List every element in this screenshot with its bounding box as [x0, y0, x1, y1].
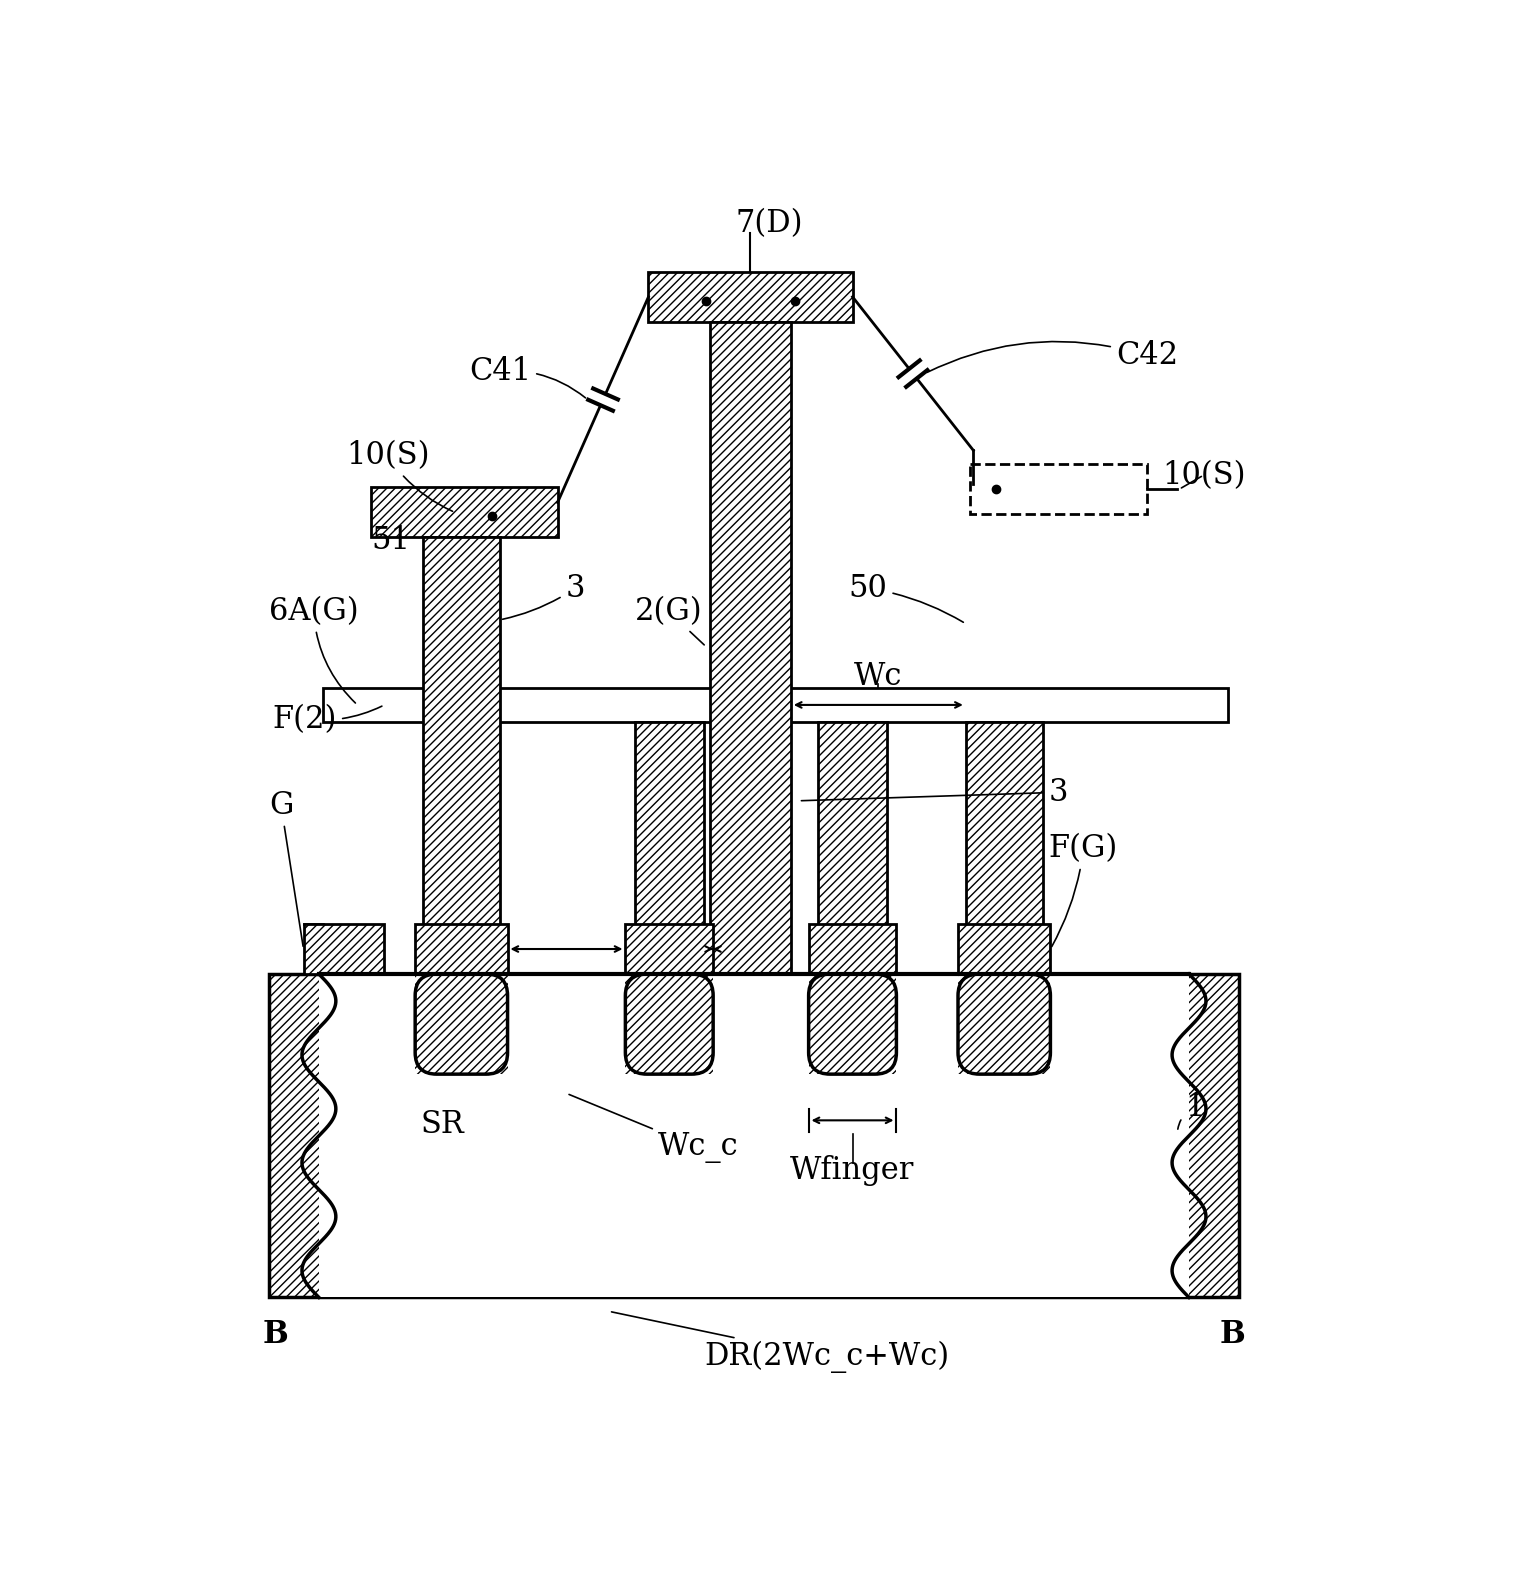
- Bar: [648, 272, 852, 322]
- Text: DR(2Wc_c+Wc): DR(2Wc_c+Wc): [611, 1313, 949, 1374]
- Bar: [958, 924, 1050, 975]
- Text: 7(D): 7(D): [735, 208, 803, 239]
- Bar: [322, 687, 1228, 722]
- Text: 3: 3: [801, 777, 1068, 808]
- Bar: [371, 487, 557, 538]
- Text: 1: 1: [1177, 1093, 1205, 1129]
- Text: B: B: [262, 1319, 289, 1350]
- Text: B: B: [1220, 1319, 1246, 1350]
- Text: 51: 51: [371, 525, 410, 556]
- Text: Wfinger: Wfinger: [791, 1155, 915, 1185]
- Text: 50: 50: [849, 572, 964, 623]
- Text: F(2): F(2): [273, 704, 382, 734]
- Text: 10(S): 10(S): [1162, 459, 1245, 490]
- Bar: [304, 924, 384, 975]
- Text: Wc: Wc: [853, 660, 903, 692]
- Bar: [970, 464, 1147, 514]
- Bar: [414, 924, 508, 975]
- Bar: [966, 722, 1042, 975]
- Bar: [422, 538, 500, 975]
- Text: 10(S): 10(S): [345, 440, 453, 511]
- Bar: [625, 975, 714, 1074]
- Bar: [958, 975, 1050, 1074]
- Bar: [809, 924, 896, 975]
- FancyBboxPatch shape: [625, 975, 714, 1074]
- Bar: [269, 975, 1239, 1297]
- FancyBboxPatch shape: [809, 975, 896, 1074]
- Bar: [414, 975, 508, 1074]
- Text: 2(G): 2(G): [634, 596, 705, 645]
- Text: C41: C41: [470, 355, 585, 398]
- Bar: [818, 722, 887, 975]
- Bar: [319, 975, 1190, 1297]
- Text: 6A(G): 6A(G): [269, 596, 359, 703]
- FancyBboxPatch shape: [958, 975, 1050, 1074]
- Bar: [634, 722, 705, 975]
- Text: G: G: [269, 789, 302, 946]
- Text: Wc_c: Wc_c: [569, 1094, 738, 1163]
- Text: F(G): F(G): [1048, 833, 1117, 946]
- Text: SR: SR: [421, 1108, 464, 1140]
- Text: 3: 3: [502, 572, 585, 619]
- FancyBboxPatch shape: [414, 975, 508, 1074]
- Bar: [625, 924, 714, 975]
- Bar: [809, 975, 896, 1074]
- Text: C42: C42: [927, 340, 1177, 373]
- Bar: [711, 322, 791, 975]
